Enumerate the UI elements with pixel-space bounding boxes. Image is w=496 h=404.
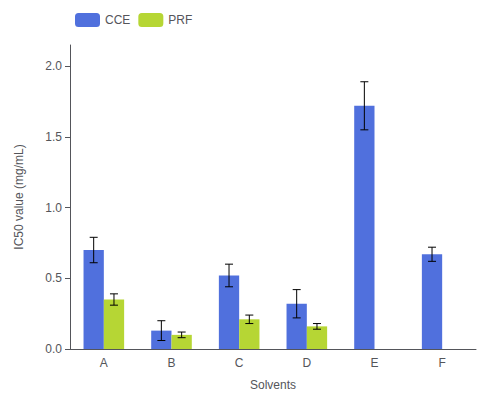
svg-text:A: A: [100, 356, 108, 370]
svg-text:CCE: CCE: [105, 13, 130, 27]
svg-text:1.5: 1.5: [45, 130, 62, 144]
svg-text:0.0: 0.0: [45, 342, 62, 356]
svg-text:C: C: [235, 356, 244, 370]
svg-text:F: F: [438, 356, 445, 370]
svg-text:D: D: [302, 356, 311, 370]
svg-text:PRF: PRF: [168, 13, 192, 27]
svg-text:E: E: [370, 356, 378, 370]
svg-text:B: B: [167, 356, 175, 370]
svg-text:2.0: 2.0: [45, 59, 62, 73]
svg-text:IC50 value (mg/mL): IC50 value (mg/mL): [12, 144, 26, 249]
svg-text:1.0: 1.0: [45, 201, 62, 215]
svg-text:Solvents: Solvents: [250, 378, 296, 392]
svg-text:0.5: 0.5: [45, 271, 62, 285]
